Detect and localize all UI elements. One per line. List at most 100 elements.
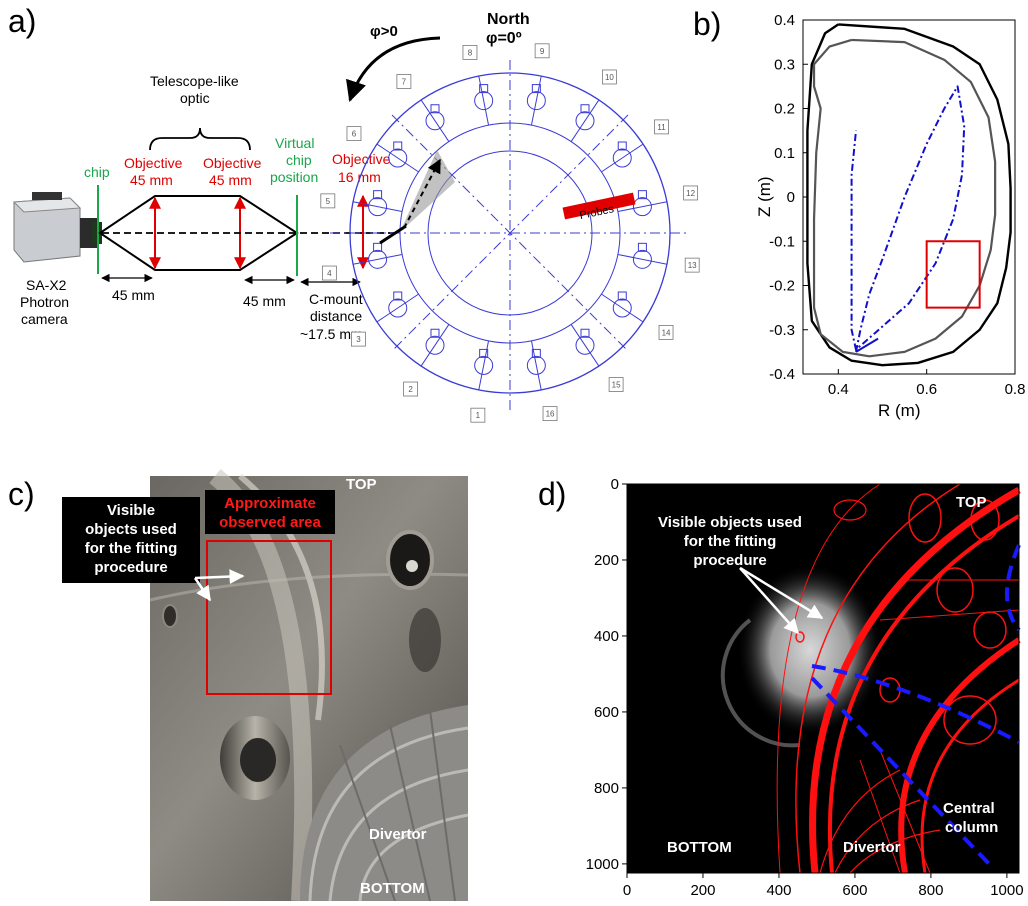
panel-c: c) Approximate observed a [8,468,469,902]
port-number-box [542,406,558,422]
port-number: 13 [688,261,697,270]
chart-b-ytick-label: 0.2 [774,101,795,118]
port-number: 15 [612,381,621,390]
port-number-box [654,119,669,135]
port-number-box [608,377,624,392]
chart-d-ytick-label: 600 [594,704,619,721]
chart-b-ticks: 0.4 0.6 0.8 0.4 0.3 0.2 0.1 0 -0.1 -0.2 -0.3 -0.4 [769,12,1025,398]
port-spoke [478,340,490,391]
chart-b-ylabel: Z (m) [755,176,774,217]
camera-image [627,483,1021,874]
chart-d-ytick-label: 1000 [586,856,619,873]
port-spoke [420,99,450,142]
approx-area-label-2: observed area [219,514,321,531]
port-window [373,242,383,252]
telescope-brace [149,127,251,151]
port-number: 8 [468,48,473,57]
visible-objects-label-bg [62,497,200,583]
telescope-label-2: optic [180,90,210,106]
image-divertor-label: Divertor [843,839,901,856]
port-spoke [376,293,419,323]
image-bottom-label: BOTTOM [667,839,732,856]
cmount-label-1: C-mount [309,291,363,307]
chart-b-ytick-label: 0 [787,189,795,206]
objective2-label-2: 45 mm [209,172,252,188]
central-column-label-2: column [945,819,998,836]
chart-b-series-vessel-outer [806,23,1012,367]
telescope-label-1: Telescope-like [150,73,239,89]
port-spoke [352,253,403,265]
port-window [637,190,647,200]
port-flange [526,355,546,375]
port-flange [526,91,546,111]
chart-b-roi-rectangle [925,240,981,309]
port-window [430,104,440,114]
port-spoke [570,99,600,142]
phi-label: φ>0 [370,23,398,40]
camera-label-2: Photron [20,294,69,310]
visible-objects-label-2: objects used [85,521,177,538]
camera-icon [12,192,102,263]
chart-b-xtick-label: 0.6 [916,381,937,398]
port-window [479,348,489,358]
port-number: 14 [662,328,671,337]
phi-direction-arrow [346,36,441,102]
port-window [637,242,647,252]
north-label-2: φ=0º [486,30,522,47]
chart-b-series-divertor-leg [855,337,879,353]
visible-objects-label-3: for the fitting [85,540,177,557]
port-spoke [376,143,419,173]
port-spoke [352,201,403,213]
panel-d-letter: d) [538,476,566,512]
photo-bottom-label: BOTTOM [360,880,425,897]
port-flange [368,249,388,269]
chart-d-xtick-label: 0 [623,882,631,899]
chart-b-ytick-label: -0.2 [769,278,795,295]
chart-b-ytick-label: 0.3 [774,56,795,73]
port-flange [474,355,494,375]
objective1-label-1: Objective [124,155,183,171]
port-flange [575,335,595,355]
port-flange [368,197,388,217]
port-number: 1 [476,411,481,420]
virtual-chip-label-2: chip [286,152,312,168]
port-number-box [658,325,674,340]
chart-b-ytick-label: -0.3 [769,322,795,339]
objective3-label-1: Objective [332,151,391,167]
objective3-label-2: 16 mm [338,169,381,185]
port-window [617,141,627,151]
port-window [580,328,590,338]
port-number-box [320,193,336,209]
chart-d-ytick-label: 400 [594,628,619,645]
chart-b-series-separatrix [850,85,966,353]
chart-b-xlabel: R (m) [878,401,920,420]
port-number: 4 [327,269,332,278]
port-spoke [617,201,668,213]
chart-b-frame [802,19,1016,375]
port-number: 12 [686,189,695,198]
pointer-arrow-2 [193,577,212,602]
port-number-box [396,74,412,89]
port-spoke [478,75,490,126]
panel-b: b) 0.4 0.6 0.8 0.4 0.3 0.2 0.1 0 -0.1 -0.2 -0.3 -0.… [693,6,1025,420]
tokamak-top-view [330,60,690,410]
port-spoke [530,75,542,126]
port-number-box [321,265,337,281]
fit-objects-label-3: procedure [693,552,766,569]
port-number: 2 [408,385,413,394]
pointer-arrow-1 [194,569,245,585]
camera-label-3: camera [21,311,68,327]
port-spoke [617,253,668,265]
port-number-box [403,381,418,397]
photo-divertor-label: Divertor [369,826,427,843]
port-window [479,84,489,94]
vessel-photo [149,468,469,902]
chart-b-plot [806,23,1012,367]
port-flange [612,148,632,168]
port-spoke [601,293,644,323]
chart-b-ytick-label: -0.4 [769,366,795,383]
port-number-box [683,185,699,201]
port-window [393,141,403,151]
